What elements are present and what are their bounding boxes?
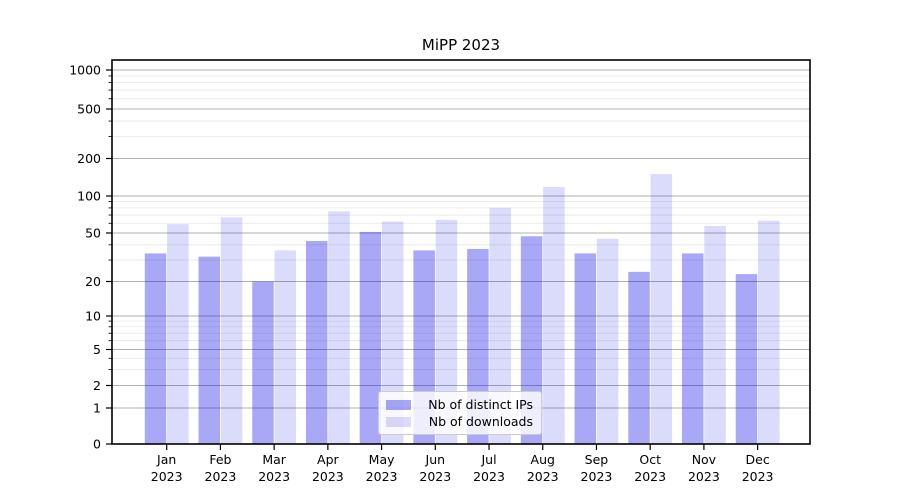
bar-downloads-sep (596, 238, 619, 444)
bar-downloads-jan (167, 224, 189, 444)
y-tick-label: 1000 (69, 62, 101, 77)
x-tick-label-year: 2023 (634, 469, 666, 484)
y-tick-label: 100 (77, 188, 101, 203)
x-tick-label-year: 2023 (151, 469, 183, 484)
bar-distinct-ips-oct (628, 271, 650, 444)
bar-distinct-ips-feb (198, 256, 221, 444)
bar-downloads-oct (650, 174, 673, 444)
x-tick-label-year: 2023 (473, 469, 505, 484)
bar-downloads-dec (758, 220, 780, 444)
y-tick-label: 500 (77, 101, 101, 116)
bar-distinct-ips-mar (252, 281, 274, 444)
x-tick-label-month: May (369, 452, 395, 467)
x-tick-label-month: Mar (262, 452, 286, 467)
legend-item-downloads: Nb of downloads (386, 413, 533, 430)
bar-downloads-apr (328, 211, 350, 444)
legend-swatch-downloads (386, 416, 411, 427)
x-tick-label-year: 2023 (527, 469, 559, 484)
bar-downloads-feb (220, 217, 243, 444)
y-tick-label: 50 (85, 225, 101, 240)
x-tick-label-month: Jun (425, 452, 446, 467)
y-tick-label: 20 (85, 274, 101, 289)
plot-border (111, 59, 811, 445)
x-tick-label-month: Sep (585, 452, 609, 467)
y-tick-label: 5 (93, 342, 101, 357)
bar-downloads-mar (274, 250, 297, 444)
legend: Nb of distinct IPs Nb of downloads (378, 391, 542, 435)
y-tick-label: 2 (93, 378, 101, 393)
x-tick-label-year: 2023 (312, 469, 344, 484)
y-tick-label: 10 (85, 308, 101, 323)
x-tick-label-year: 2023 (205, 469, 237, 484)
x-tick-label-year: 2023 (419, 469, 451, 484)
legend-item-distinct-ips: Nb of distinct IPs (386, 396, 533, 413)
bar-distinct-ips-sep (574, 253, 597, 444)
x-tick-label-month: Oct (639, 452, 661, 467)
x-tick-label-month: Feb (209, 452, 231, 467)
x-tick-label-month: Aug (531, 452, 555, 467)
bar-downloads-jul (489, 207, 511, 444)
bar-distinct-ips-dec (735, 274, 758, 444)
bar-distinct-ips-jan (144, 253, 167, 444)
x-tick-label-year: 2023 (688, 469, 720, 484)
legend-swatch-distinct-ips (386, 399, 411, 410)
legend-label-distinct-ips: Nb of distinct IPs (428, 397, 533, 412)
x-tick-label-month: Dec (746, 452, 770, 467)
x-tick-label-month: Jul (480, 452, 496, 467)
chart-title: MiPP 2023 (421, 36, 501, 54)
bar-downloads-aug (543, 187, 565, 445)
legend-label-downloads: Nb of downloads (428, 414, 533, 429)
bar-downloads-nov (704, 226, 726, 444)
bar-downloads-may (381, 221, 404, 444)
y-tick-label: 200 (77, 151, 101, 166)
bar-distinct-ips-apr (305, 240, 328, 444)
x-tick-label-year: 2023 (581, 469, 613, 484)
y-tick-label: 1 (93, 400, 101, 415)
x-tick-label-month: Jan (156, 452, 176, 467)
x-tick-label-year: 2023 (742, 469, 774, 484)
x-tick-label-year: 2023 (366, 469, 398, 484)
bar-distinct-ips-may (359, 231, 382, 444)
x-tick-label-month: Nov (692, 452, 717, 467)
y-tick-label: 0 (93, 436, 101, 451)
bar-distinct-ips-nov (682, 253, 704, 444)
x-tick-label-month: Apr (317, 452, 339, 467)
x-tick-label-year: 2023 (258, 469, 290, 484)
bar-downloads-jun (435, 219, 458, 444)
